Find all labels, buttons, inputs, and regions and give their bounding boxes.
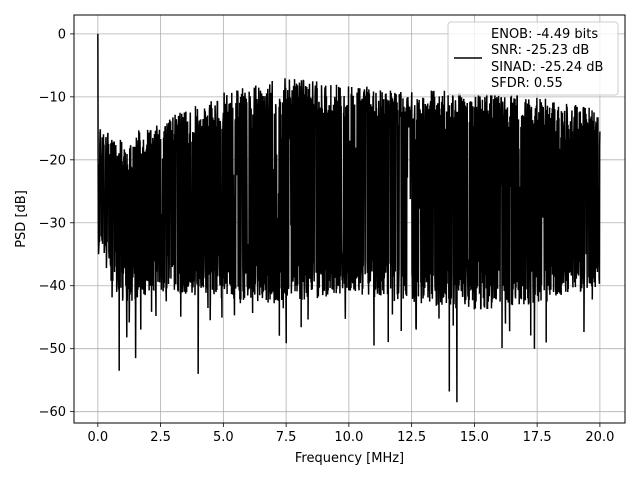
plot-frame bbox=[73, 14, 626, 424]
y-tick-label: −10 bbox=[39, 90, 66, 105]
y-tick-label: −40 bbox=[39, 279, 66, 294]
x-tick-label: 10.0 bbox=[334, 430, 363, 445]
x-tick-label: 7.5 bbox=[276, 430, 297, 445]
y-ticks: 0 −10 −20 −30 −40 −50 −60 bbox=[39, 27, 74, 420]
legend-entry-sfdr: SFDR: 0.55 bbox=[491, 76, 563, 91]
legend-entry-snr: SNR: -25.23 dB bbox=[491, 43, 589, 58]
psd-series-line bbox=[97, 33, 601, 403]
x-axis-label: Frequency [MHz] bbox=[295, 451, 404, 466]
y-tick-label: 0 bbox=[58, 27, 66, 42]
x-tick-label: 0.0 bbox=[88, 430, 109, 445]
x-tick-label: 12.5 bbox=[397, 430, 426, 445]
x-tick-label: 2.5 bbox=[150, 430, 171, 445]
legend-box bbox=[447, 21, 619, 96]
y-tick-label: −30 bbox=[39, 216, 66, 231]
y-tick-label: −20 bbox=[39, 153, 66, 168]
x-ticks: 0.0 2.5 5.0 7.5 10.0 12.5 15.0 17.5 20.0 bbox=[88, 423, 614, 445]
y-axis-label: PSD [dB] bbox=[14, 190, 29, 248]
legend: ENOB: -4.49 bits SNR: -25.23 dB SINAD: -… bbox=[447, 21, 619, 96]
legend-entry-sinad: SINAD: -25.24 dB bbox=[491, 60, 603, 75]
legend-entry-enob: ENOB: -4.49 bits bbox=[491, 27, 598, 42]
x-tick-label: 15.0 bbox=[460, 430, 489, 445]
x-tick-label: 17.5 bbox=[523, 430, 552, 445]
y-tick-label: −60 bbox=[39, 405, 66, 420]
x-tick-label: 5.0 bbox=[213, 430, 234, 445]
y-tick-label: −50 bbox=[39, 342, 66, 357]
x-tick-label: 20.0 bbox=[585, 430, 614, 445]
